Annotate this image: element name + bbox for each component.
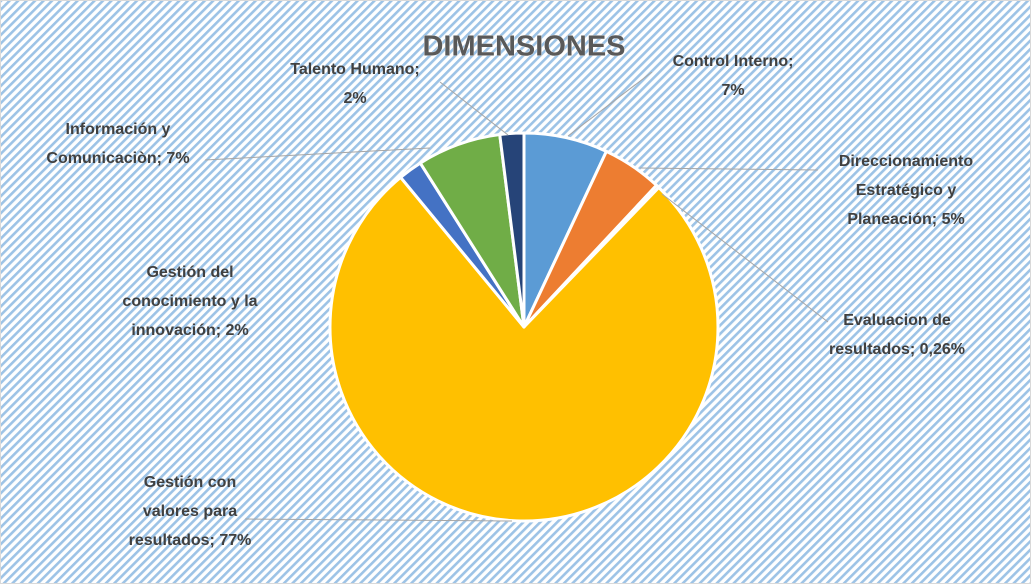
data-label: Comunicaciòn; 7% bbox=[46, 150, 189, 167]
data-label: resultados; 0,26% bbox=[829, 341, 965, 358]
leader-line bbox=[204, 147, 431, 161]
leader-line bbox=[639, 167, 819, 171]
leader-line bbox=[567, 71, 653, 137]
data-label: valores para bbox=[143, 503, 237, 520]
data-label: resultados; 77% bbox=[129, 532, 252, 549]
data-label: Información y bbox=[66, 121, 171, 138]
data-label: Talento Humano; bbox=[290, 61, 419, 78]
pie-slice bbox=[498, 131, 526, 329]
data-label: Estratégico y bbox=[856, 182, 957, 199]
leader-line bbox=[439, 81, 509, 136]
chart-title: DIMENSIONES bbox=[422, 31, 625, 63]
data-label: Planeación; 5% bbox=[847, 211, 964, 228]
leader-line bbox=[244, 518, 513, 522]
pie-slice bbox=[328, 175, 720, 523]
data-label: Gestión con bbox=[144, 474, 236, 491]
data-label: Evaluacion de bbox=[843, 312, 951, 329]
data-label: Control Interno; bbox=[673, 53, 794, 70]
data-label: innovación; 2% bbox=[131, 322, 248, 339]
data-label: conocimiento y la bbox=[122, 293, 257, 310]
data-label: Gestión del bbox=[146, 264, 233, 281]
data-label: Direccionamiento bbox=[839, 153, 973, 170]
leader-line bbox=[661, 193, 829, 323]
data-label: 2% bbox=[343, 90, 366, 107]
data-label: 7% bbox=[721, 82, 744, 99]
